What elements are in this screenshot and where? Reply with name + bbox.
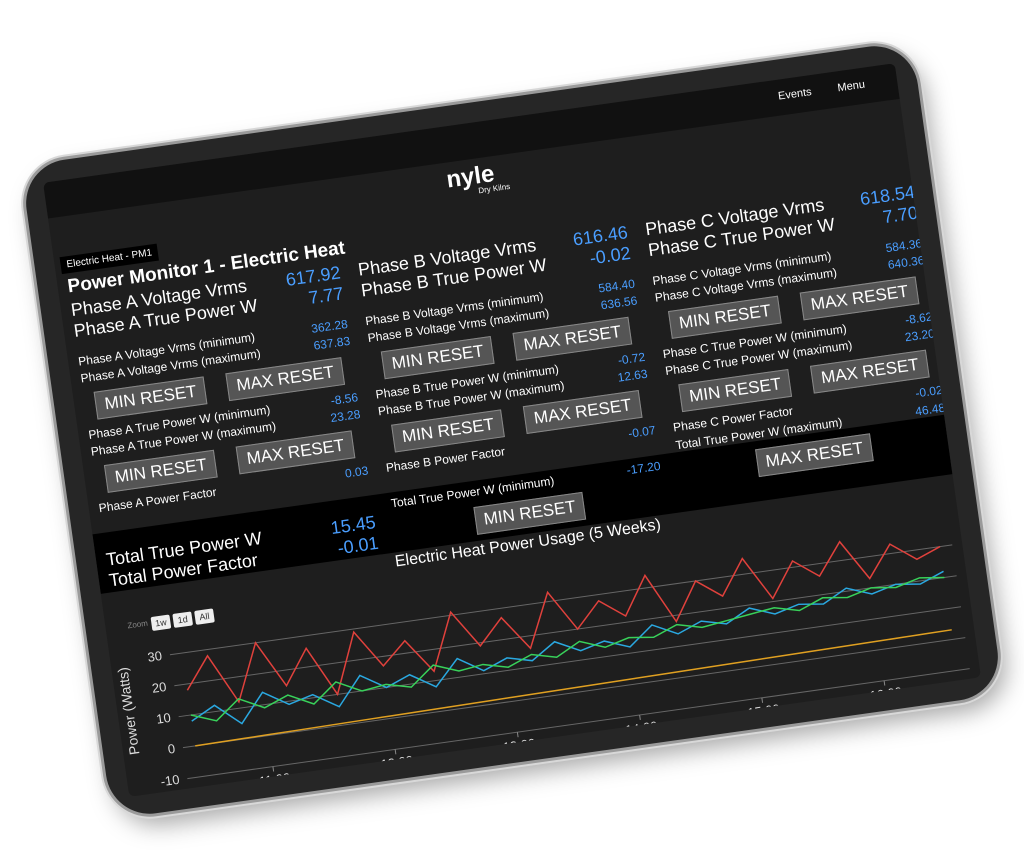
y-tick-label: 0: [167, 741, 176, 757]
phase-panel: Phase C Voltage Vrms 618.54 Phase C True P…: [644, 182, 944, 437]
menu-link[interactable]: Menu: [836, 78, 866, 95]
grid-line: [187, 668, 970, 780]
grid-line: [182, 637, 966, 749]
zoom-button-bg[interactable]: [194, 608, 215, 625]
y-tick-label: -10: [160, 772, 181, 789]
stat-value: 12.63: [616, 366, 649, 385]
stat-value: 46.48: [914, 400, 947, 419]
stat-value: 23.20: [903, 326, 936, 345]
screen: Events Menu nyle Dry Kilns Electric Heat…: [43, 63, 981, 797]
stat-value: 636.56: [599, 293, 639, 313]
y-axis-label: Power (Watts): [114, 666, 142, 756]
x-tick: [883, 680, 886, 686]
zoom-button[interactable]: 1d: [177, 614, 188, 625]
x-tick-label: 15:00: [747, 701, 781, 720]
events-link[interactable]: Events: [777, 86, 813, 103]
x-tick: [516, 732, 519, 738]
phase-panel: Phase A Voltage Vrms 617.92 Phase A True P…: [70, 262, 370, 517]
stat-value: 0.03: [344, 463, 370, 481]
tablet: Events Menu nyle Dry Kilns Electric Heat…: [20, 40, 1004, 820]
zoom-button[interactable]: All: [199, 611, 210, 622]
x-tick-label: 13:00: [502, 735, 536, 754]
stat-value: 640.36: [887, 253, 926, 272]
stat-value: -0.07: [627, 423, 657, 441]
x-tick: [394, 749, 397, 755]
top-bar: Events Menu: [43, 63, 900, 219]
x-tick: [272, 766, 275, 772]
zoom-button[interactable]: 1w: [155, 617, 168, 629]
zoom-button-bg[interactable]: [172, 611, 193, 628]
y-tick-label: 30: [147, 648, 163, 665]
series-line: [195, 629, 952, 747]
y-tick-label: 20: [151, 679, 167, 696]
stat-value: -17.20: [625, 458, 662, 478]
series-line: [186, 540, 941, 704]
x-tick: [639, 714, 641, 721]
x-tick: [761, 697, 764, 703]
x-tick-label: 14:00: [624, 718, 658, 737]
x-tick-label: 16:00: [869, 684, 903, 703]
phase-panel: Phase B Voltage Vrms 616.46 Phase B True P…: [357, 222, 657, 477]
y-tick-label: 10: [155, 710, 171, 727]
x-tick-label: 12:00: [380, 753, 414, 772]
series-line: [190, 576, 945, 722]
zoom-label: Zoom: [127, 619, 149, 631]
series-line: [191, 570, 944, 725]
grid-line: [169, 544, 953, 656]
stat-value: 23.28: [329, 407, 362, 426]
grid-line: [178, 606, 962, 718]
zoom-button-bg[interactable]: [150, 614, 172, 631]
stat-value: 637.83: [312, 333, 351, 353]
x-tick-label: 11:00: [258, 770, 291, 789]
grid-line: [174, 575, 957, 687]
